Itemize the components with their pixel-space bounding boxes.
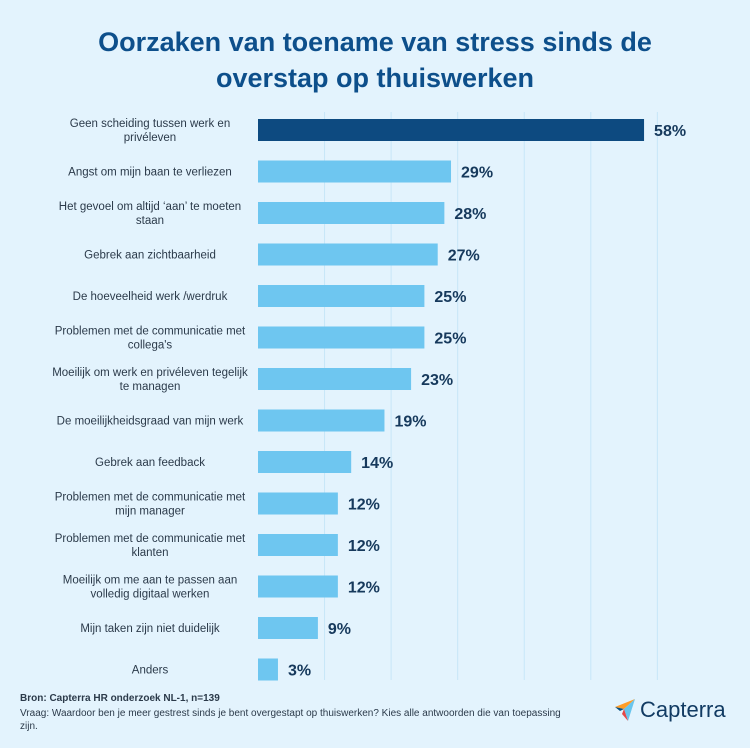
bar: [258, 368, 412, 390]
category-label-line: Het gevoel om altijd ‘aan’ te moeten: [59, 201, 241, 213]
category-label-line: Mijn taken zijn niet duidelijk: [80, 623, 220, 635]
category-label-line: collega's: [128, 340, 173, 352]
question-note: Vraag: Waardoor ben je meer gestrest sin…: [20, 708, 561, 732]
capterra-logo: Capterra: [614, 697, 726, 723]
category-label: De hoeveelheid werk /werdruk: [73, 291, 228, 303]
bar: [258, 202, 445, 224]
category-label-line: Problemen met de communicatie met: [55, 326, 246, 338]
chart-bars: [258, 119, 645, 681]
chart-category-labels: Geen scheiding tussen werk en privéleven A…: [52, 118, 248, 677]
category-label: Mijn taken zijn niet duidelijk: [80, 623, 220, 635]
category-label-line: Angst om mijn baan te verliezen: [68, 167, 232, 179]
category-label-line: te managen: [120, 381, 181, 393]
bar: [258, 160, 452, 183]
bar: [258, 326, 425, 349]
chart-value-labels: 58% 29% 28% 27% 25% 25% 23% 19% 14% 12% 12% 12% 9% 3%: [288, 123, 686, 680]
category-label: Gebrek aan feedback: [95, 457, 205, 469]
category-label: Problemen met de communicatie met mijn ma…: [55, 492, 246, 518]
category-label-line: Moeilijk om me aan te passen aan: [63, 575, 238, 587]
value-label: 12%: [348, 497, 380, 514]
bar: [258, 451, 352, 473]
category-label: Angst om mijn baan te verliezen: [68, 167, 232, 179]
value-label: 3%: [288, 663, 311, 680]
category-label: Anders: [132, 665, 169, 677]
value-label: 29%: [461, 165, 493, 182]
value-label: 23%: [421, 372, 453, 389]
category-label: Problemen met de communicatie met klanten: [55, 533, 246, 559]
category-label-line: Gebrek aan zichtbaarheid: [84, 250, 216, 262]
value-label: 58%: [654, 123, 686, 140]
category-label-line: Problemen met de communicatie met: [55, 533, 246, 545]
bar: [258, 119, 645, 141]
category-label-line: Anders: [132, 665, 169, 677]
value-label: 19%: [394, 414, 426, 431]
category-label: Het gevoel om altijd ‘aan’ te moeten staa…: [59, 201, 241, 227]
category-label-line: Geen scheiding tussen werk en: [70, 118, 230, 130]
chart-title-line-1: Oorzaken van toename van stress sinds de: [98, 27, 652, 57]
category-label-line: Problemen met de communicatie met: [55, 492, 246, 504]
value-label: 27%: [448, 248, 480, 265]
value-label: 12%: [348, 580, 380, 597]
category-label-line: klanten: [131, 547, 168, 559]
value-label: 28%: [454, 206, 486, 223]
category-label: Gebrek aan zichtbaarheid: [84, 250, 216, 262]
category-label-line: mijn manager: [115, 506, 185, 518]
category-label: Moeilijk om werk en privéleven tegelijk t…: [52, 367, 248, 393]
category-label-line: volledig digitaal werken: [91, 589, 210, 601]
bar: [258, 617, 318, 639]
bar: [258, 658, 278, 681]
bar-chart: Geen scheiding tussen werk en privéleven A…: [52, 112, 686, 681]
category-label: Moeilijk om me aan te passen aan volledig…: [63, 575, 238, 601]
category-label-line: De hoeveelheid werk /werdruk: [73, 291, 228, 303]
bar: [258, 243, 438, 266]
category-label-line: privéleven: [124, 132, 176, 144]
bar: [258, 575, 338, 598]
chart-footer: Bron: Capterra HR onderzoek NL-1, n=139 …: [20, 692, 580, 733]
value-label: 12%: [348, 538, 380, 555]
category-label-line: De moeilijkheidsgraad van mijn werk: [57, 416, 244, 428]
category-label: Geen scheiding tussen werk en privéleven: [70, 118, 230, 144]
bar: [258, 409, 385, 432]
chart-title-line-2: overstap op thuiswerken: [215, 63, 535, 93]
category-label: Problemen met de communicatie met collega…: [55, 326, 246, 352]
category-label-line: Gebrek aan feedback: [95, 457, 205, 469]
bar: [258, 285, 425, 307]
logo-text: Capterra: [640, 697, 726, 722]
chart-title: Oorzaken van toename van stress sinds de…: [0, 24, 750, 96]
source-note: Bron: Capterra HR onderzoek NL-1, n=139: [20, 693, 220, 704]
category-label-line: Moeilijk om werk en privéleven tegelijk: [52, 367, 248, 379]
category-label-line: staan: [136, 215, 164, 227]
bar: [258, 492, 338, 515]
value-label: 14%: [361, 455, 393, 472]
value-label: 25%: [434, 331, 466, 348]
capterra-arrow-icon: [615, 699, 635, 721]
value-label: 25%: [434, 289, 466, 306]
value-label: 9%: [328, 621, 351, 638]
bar: [258, 534, 338, 556]
category-label: De moeilijkheidsgraad van mijn werk: [57, 416, 244, 428]
